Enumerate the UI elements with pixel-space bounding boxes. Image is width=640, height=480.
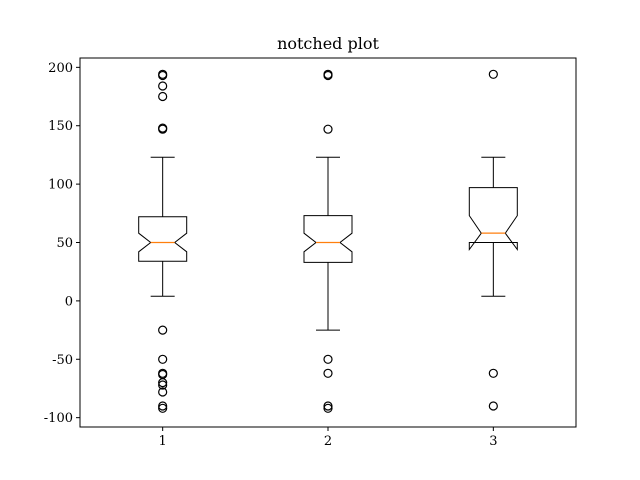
notched-box <box>303 215 353 263</box>
flier-point <box>158 70 168 81</box>
y-tick-label: 50 <box>56 236 73 251</box>
box-group-1 <box>138 69 188 413</box>
flier-point <box>488 401 498 411</box>
flier-point <box>158 401 168 411</box>
x-tick-label: 3 <box>489 434 497 449</box>
y-axis-ticks: -100 -50 0 50 100 150 200 <box>44 61 80 426</box>
notched-box <box>138 216 188 262</box>
flier-point <box>323 403 333 413</box>
plot-area <box>138 69 518 413</box>
flier-point <box>488 69 498 79</box>
flier-point <box>158 380 168 390</box>
y-tick-label: -50 <box>52 353 73 368</box>
y-tick-label: 200 <box>48 61 73 76</box>
flier-point <box>323 354 333 364</box>
notched-box <box>468 187 518 252</box>
box-group-2 <box>303 69 353 413</box>
flier-point <box>323 401 333 411</box>
flier-point <box>488 368 498 378</box>
flier-point <box>158 387 168 397</box>
flier-point <box>323 368 333 378</box>
flier-point <box>158 124 168 134</box>
x-tick-label: 2 <box>324 434 332 449</box>
flier-point <box>158 81 168 91</box>
flier-point <box>323 70 333 81</box>
flier-point <box>158 378 168 388</box>
y-tick-label: 150 <box>48 119 73 134</box>
flier-point <box>323 124 333 134</box>
box-group-3 <box>468 69 518 411</box>
flier-point <box>158 403 168 413</box>
flier-point <box>158 325 168 335</box>
y-tick-label: 0 <box>65 294 73 309</box>
flier-point <box>158 91 168 102</box>
flier-point <box>158 354 168 364</box>
y-tick-label: -100 <box>44 411 73 426</box>
chart-title: notched plot <box>277 34 379 53</box>
y-tick-label: 100 <box>48 178 73 193</box>
x-axis-ticks: 1 2 3 <box>159 427 497 449</box>
x-tick-label: 1 <box>159 434 167 449</box>
